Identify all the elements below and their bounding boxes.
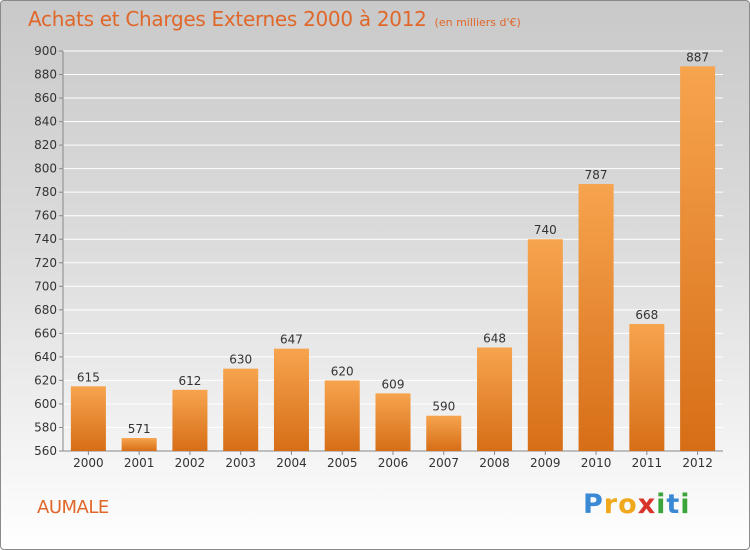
y-tick-label: 740 xyxy=(34,232,57,246)
x-tick-label: 2005 xyxy=(327,456,358,470)
x-tick-label: 2006 xyxy=(378,456,409,470)
logo-letter: P xyxy=(583,489,604,520)
logo-letter: t xyxy=(666,489,681,520)
bar xyxy=(527,239,563,451)
data-label: 647 xyxy=(280,333,303,347)
chart-title: Achats et Charges Externes 2000 à 2012 (e… xyxy=(28,7,521,31)
bar xyxy=(223,368,259,451)
y-tick-label: 840 xyxy=(34,115,57,129)
bar xyxy=(121,438,157,451)
x-tick-label: 2009 xyxy=(530,456,561,470)
x-tick-label: 2011 xyxy=(632,456,663,470)
y-tick-label: 900 xyxy=(34,44,57,58)
bar xyxy=(477,347,513,451)
bar xyxy=(172,389,208,451)
chart-subtitle: (en milliers d'€) xyxy=(434,16,521,29)
data-label: 630 xyxy=(229,353,252,367)
bars xyxy=(70,66,716,452)
data-label: 609 xyxy=(382,377,405,391)
x-tick-label: 2010 xyxy=(581,456,612,470)
x-tick-label: 2012 xyxy=(682,456,713,470)
y-tick-label: 700 xyxy=(34,279,57,293)
y-tick-label: 780 xyxy=(34,185,57,199)
data-label: 668 xyxy=(635,308,658,322)
data-label: 571 xyxy=(128,422,151,436)
x-tick-label: 2000 xyxy=(73,456,104,470)
bar xyxy=(629,323,665,451)
bar xyxy=(70,386,106,451)
y-tick-label: 680 xyxy=(34,303,57,317)
y-tick-label: 600 xyxy=(34,397,57,411)
chart-title-text: Achats et Charges Externes 2000 à 2012 xyxy=(28,7,427,31)
x-tick-label: 2004 xyxy=(276,456,307,470)
y-tick-label: 860 xyxy=(34,91,57,105)
data-label: 612 xyxy=(178,374,201,388)
logo-letter: i xyxy=(656,489,667,520)
x-tick-label: 2003 xyxy=(225,456,256,470)
bar xyxy=(273,348,309,451)
data-label: 620 xyxy=(331,364,354,378)
x-tick-label: 2001 xyxy=(124,456,155,470)
bar xyxy=(375,393,411,451)
data-label: 740 xyxy=(534,223,557,237)
data-label: 615 xyxy=(77,370,100,384)
city-name: AUMALE xyxy=(37,497,109,518)
x-tick-label: 2002 xyxy=(175,456,206,470)
y-tick-label: 880 xyxy=(34,68,57,82)
x-tick-label: 2007 xyxy=(428,456,459,470)
bar xyxy=(324,380,360,451)
y-tick-label: 800 xyxy=(34,162,57,176)
y-tick-label: 640 xyxy=(34,350,57,364)
y-tick-label: 660 xyxy=(34,326,57,340)
logo-letter: o xyxy=(618,489,638,520)
logo-letter: r xyxy=(603,489,619,520)
x-axis-ticks: 2000 2001 2002 2003 2004 2005 2006 2007 2008 2009… xyxy=(73,451,713,470)
y-tick-label: 580 xyxy=(34,420,57,434)
data-label: 887 xyxy=(686,50,709,64)
data-label: 590 xyxy=(432,400,455,414)
y-tick-label: 820 xyxy=(34,138,57,152)
x-tick-label: 2008 xyxy=(479,456,510,470)
bar xyxy=(578,183,614,452)
logo-letter: x xyxy=(637,489,657,520)
bar xyxy=(680,66,716,451)
proxiti-logo: Proxiti xyxy=(583,489,691,520)
data-label: 787 xyxy=(585,168,608,182)
data-label: 648 xyxy=(483,331,506,345)
y-tick-label: 720 xyxy=(34,256,57,270)
y-tick-label: 560 xyxy=(34,444,57,458)
y-tick-label: 620 xyxy=(34,373,57,387)
data-labels: 615 571 612 630 647 620 609 590 648 740 787 668 887 xyxy=(77,50,709,436)
bar xyxy=(426,415,462,451)
y-tick-label: 760 xyxy=(34,209,57,223)
logo-letter: i xyxy=(680,489,691,520)
